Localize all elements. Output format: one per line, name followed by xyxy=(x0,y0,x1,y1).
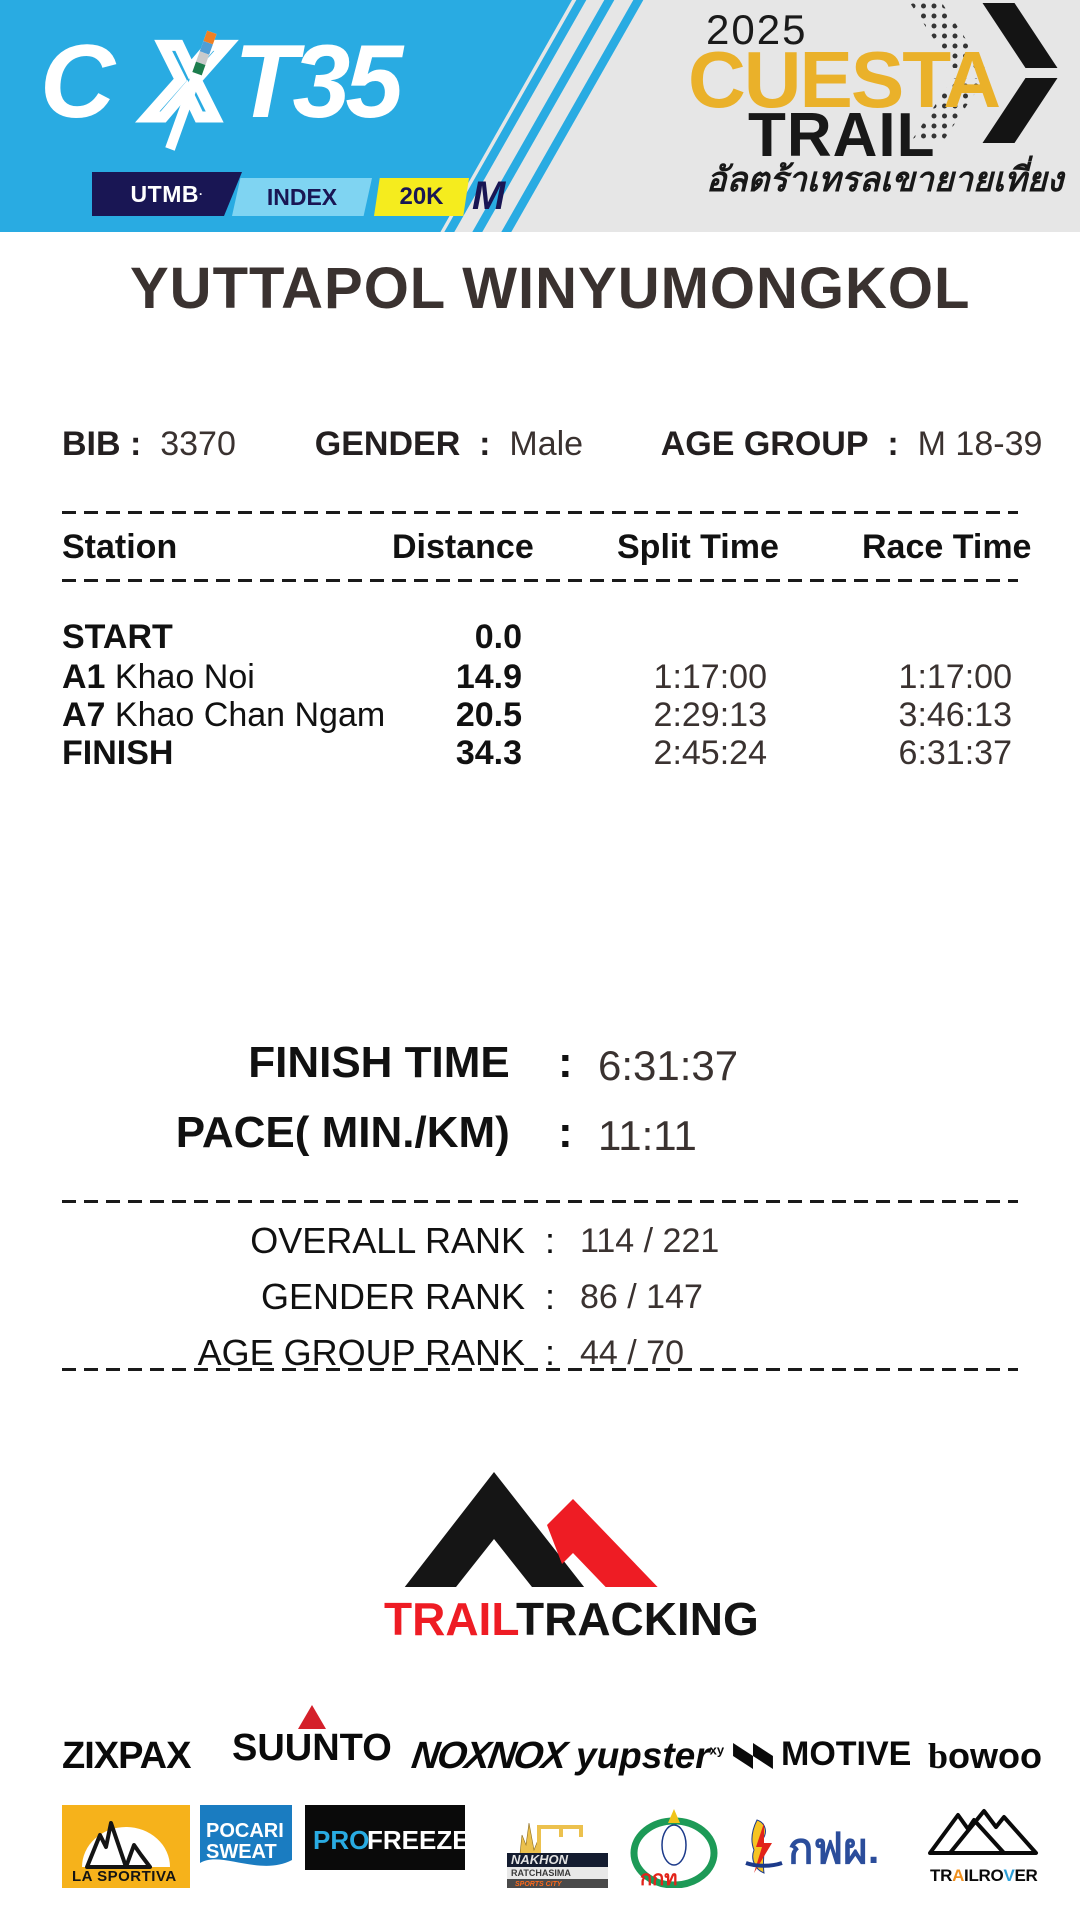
svg-text:SPORTS CITY: SPORTS CITY xyxy=(515,1881,563,1888)
svg-text:SWEAT: SWEAT xyxy=(206,1841,277,1863)
svg-text:C: C xyxy=(40,24,117,140)
svg-text:TRAILROVER: TRAILROVER xyxy=(930,1866,1038,1885)
svg-text:X: X xyxy=(147,24,227,140)
svg-text:POCARI: POCARI xyxy=(206,1820,284,1842)
svg-text:FREEZE: FREEZE xyxy=(367,1825,465,1855)
svg-text:RATCHASIMA: RATCHASIMA xyxy=(511,1868,571,1878)
svg-text:LA SPORTIVA: LA SPORTIVA xyxy=(72,1868,177,1885)
svg-text:กกท: กกท xyxy=(640,1868,677,1888)
svg-text:T35: T35 xyxy=(234,24,405,140)
svg-text:กฟผ.: กฟผ. xyxy=(788,1825,879,1872)
svg-text:PRO: PRO xyxy=(313,1825,369,1855)
svg-text:NAKHON: NAKHON xyxy=(511,1852,569,1867)
